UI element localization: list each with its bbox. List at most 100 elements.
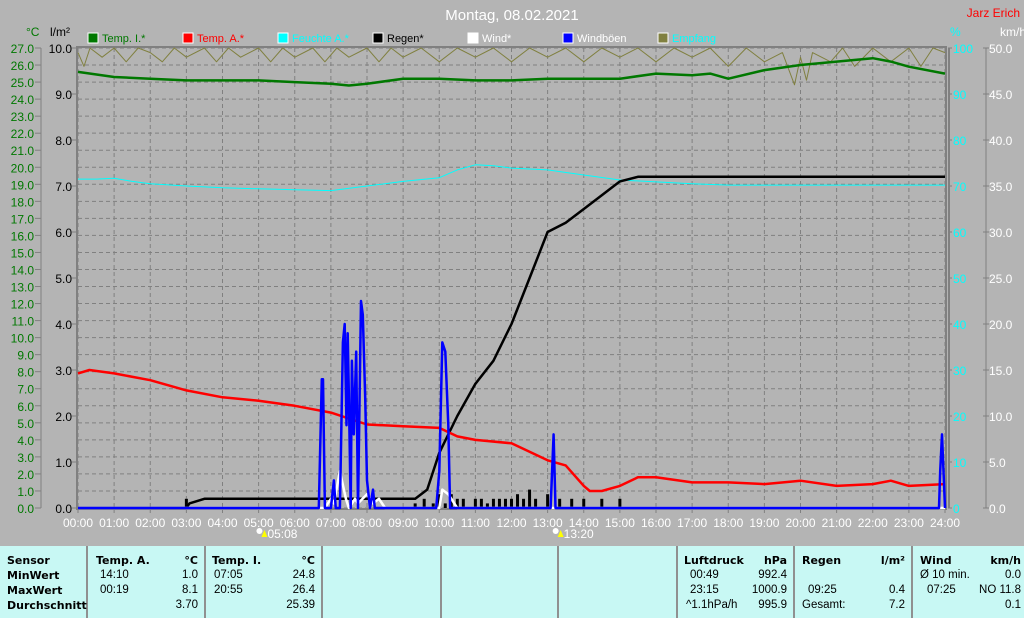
kmh-tick-label: 25.0 <box>989 272 1013 286</box>
legend-swatch <box>372 32 384 44</box>
series-empfang <box>77 47 946 86</box>
rain-interval-bar <box>510 498 513 508</box>
temp-tick-label: 11.0 <box>12 315 35 329</box>
kmh-tick-label: 50.0 <box>989 42 1013 56</box>
rain-interval-bar <box>516 494 520 508</box>
rain-interval-bar <box>479 498 483 508</box>
x-tick-label: 03:00 <box>171 516 201 530</box>
pct-axis-unit: % <box>950 25 961 39</box>
rain-max: 0.4 <box>889 584 905 596</box>
x-tick-label: 24:00 <box>930 516 960 530</box>
pressure-trend: ^1.1hPa/h <box>686 599 738 611</box>
temp-i-min: 24.8 <box>292 569 315 581</box>
kmh-tick-label: 20.0 <box>989 318 1013 332</box>
rain-tick-label: 5.0 <box>55 272 72 286</box>
wind-max-time: 07:25 <box>927 584 956 596</box>
temp-tick-label: 8.0 <box>17 366 34 380</box>
rain-interval-bar <box>461 498 465 508</box>
stats-col-empty-2 <box>442 546 559 618</box>
temp-tick-label: 19.0 <box>11 178 35 192</box>
legend-label: Empfang <box>672 33 716 45</box>
rain-max-time: 09:25 <box>808 584 837 596</box>
temp-a-min-time: 14:10 <box>100 569 129 581</box>
moonset-icon <box>552 528 559 534</box>
rain-interval-bar <box>455 498 459 508</box>
rain-tick-label: 0.0 <box>55 502 72 516</box>
chart-title: Montag, 08.02.2021 <box>445 7 578 24</box>
x-tick-label: 23:00 <box>894 516 924 530</box>
rain-tick-label: 6.0 <box>55 226 72 240</box>
temp-tick-label: 13.0 <box>11 281 35 295</box>
temp-tick-label: 4.0 <box>17 434 34 448</box>
pressure-header: Luftdruck <box>684 554 744 567</box>
moonrise-icon <box>256 528 263 534</box>
pct-tick-label: 70 <box>953 180 967 194</box>
rain-tick-label: 10.0 <box>49 42 73 56</box>
temp-tick-label: 0.0 <box>17 502 34 516</box>
rain-interval-bar <box>503 498 507 508</box>
rain-total-label: Gesamt: <box>802 599 846 611</box>
temp-tick-label: 15.0 <box>11 246 35 260</box>
temp-tick-label: 1.0 <box>17 485 34 499</box>
kmh-tick-label: 0.0 <box>989 502 1006 516</box>
rain-interval-bar <box>443 503 447 508</box>
stats-col-temp-i: Temp. I. °C 07:05 24.8 20:55 26.4 25.39 <box>206 546 323 618</box>
temp-axis-unit: °C <box>26 25 40 39</box>
kmh-tick-label: 35.0 <box>989 180 1013 194</box>
legend-swatch <box>562 32 574 44</box>
stats-col-temp-a: Temp. A. °C 14:10 1.0 00:19 8.1 3.70 <box>88 546 206 618</box>
temp-tick-label: 23.0 <box>11 110 35 124</box>
series-temp-i <box>77 56 946 87</box>
pct-tick-label: 30 <box>953 364 967 378</box>
rain-interval-bar <box>534 498 538 508</box>
x-tick-label: 10:00 <box>424 516 454 530</box>
rain-header: Regen <box>802 554 842 567</box>
statistics-table: Sensor MinWert MaxWert Durchschnitt Temp… <box>0 546 1024 618</box>
temp-i-max-time: 20:55 <box>214 584 243 596</box>
rain-unit: l/m² <box>880 554 905 567</box>
author-label: Jarz Erich <box>967 6 1020 20</box>
rain-interval-bar <box>558 498 562 508</box>
legend-label: Windböen <box>577 33 627 45</box>
temp-tick-label: 5.0 <box>17 417 34 431</box>
rain-tick-label: 7.0 <box>55 180 72 194</box>
rain-interval-bar <box>497 498 501 508</box>
x-tick-label: 18:00 <box>713 516 743 530</box>
rain-interval-bar <box>582 498 586 508</box>
pressure-min-time: 00:49 <box>690 569 719 581</box>
legend-label: Temp. A.* <box>197 33 245 45</box>
temp-tick-label: 7.0 <box>17 383 34 397</box>
weather-chart: Montag, 08.02.2021 Jarz Erich °C l/m² % … <box>11 6 1024 541</box>
pressure-min: 992.4 <box>758 569 787 581</box>
rain-tick-label: 9.0 <box>55 88 72 102</box>
temp-i-unit: °C <box>301 554 315 567</box>
temp-i-min-time: 07:05 <box>214 569 243 581</box>
x-tick-label: 11:00 <box>461 516 490 530</box>
x-tick-label: 00:00 <box>63 516 93 530</box>
pct-tick-label: 20 <box>953 410 967 424</box>
series-regen <box>78 175 945 510</box>
x-tick-label: 02:00 <box>135 516 165 530</box>
temp-tick-label: 22.0 <box>11 127 35 141</box>
temp-tick-label: 2.0 <box>17 468 34 482</box>
legend-label: Temp. I.* <box>102 33 146 45</box>
rain-interval-bar <box>528 489 532 508</box>
pct-tick-label: 100 <box>953 42 973 56</box>
temp-tick-label: 21.0 <box>11 144 35 158</box>
min-label: MinWert <box>7 569 60 582</box>
legend-swatch <box>277 32 289 44</box>
temp-a-avg: 3.70 <box>175 599 198 611</box>
temp-a-min: 1.0 <box>182 569 198 581</box>
x-tick-label: 21:00 <box>822 516 852 530</box>
stats-col-empty-3 <box>559 546 678 618</box>
rain-interval-bar <box>184 498 188 508</box>
legend-swatch <box>467 32 479 44</box>
pressure-unit: hPa <box>763 554 787 567</box>
x-tick-label: 05:00 <box>244 516 274 530</box>
stats-col-empty-1 <box>323 546 442 618</box>
series-temp-a <box>77 368 946 493</box>
temp-i-header: Temp. I. <box>212 554 262 567</box>
temp-a-unit: °C <box>184 554 198 567</box>
rain-interval-bar <box>491 498 495 508</box>
temp-tick-label: 20.0 <box>11 161 35 175</box>
